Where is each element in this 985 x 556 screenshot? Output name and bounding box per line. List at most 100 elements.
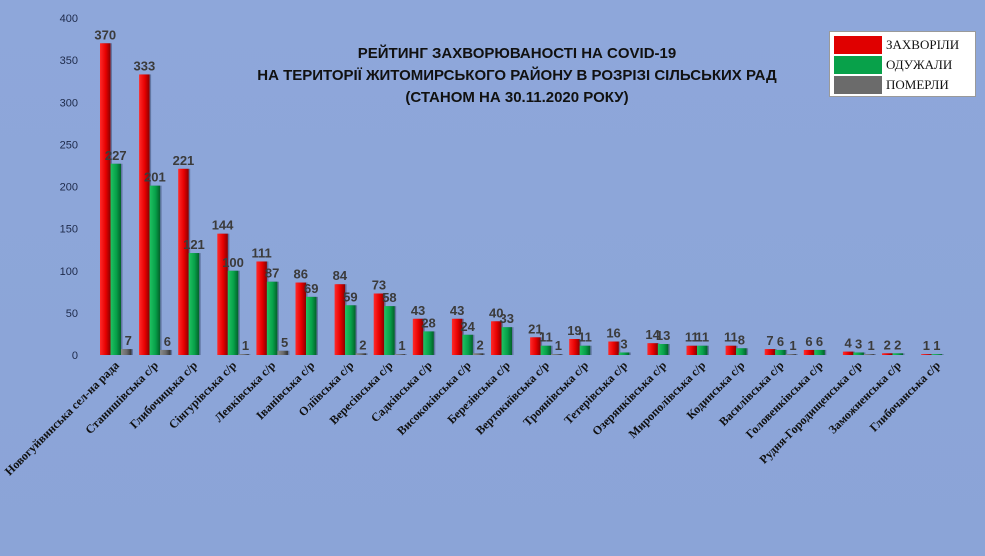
y-tick-label-250: 250: [60, 139, 78, 151]
bar-recovered-13: [618, 352, 630, 355]
value-label-recovered-5: 69: [304, 281, 318, 296]
bar-infected-7: [373, 293, 385, 355]
value-label-died-7: 1: [398, 338, 405, 353]
value-label-died-1: 6: [164, 334, 171, 349]
y-tick-label-150: 150: [60, 224, 78, 236]
value-label-recovered-13: 3: [620, 336, 627, 351]
bar-infected-21: [921, 354, 932, 355]
bar-infected-0: [100, 43, 111, 356]
x-tick-label-2: Глибочицька с/р: [127, 358, 200, 431]
bar-recovered-18: [814, 349, 825, 355]
value-label-recovered-10: 33: [500, 311, 514, 326]
value-label-infected-10: 40: [489, 305, 503, 320]
bar-died-17: [785, 354, 797, 355]
title-line-3: (СТАНОМ НА 30.11.2020 РОКУ): [405, 89, 628, 106]
value-label-recovered-4: 87: [265, 266, 279, 281]
value-label-infected-4: 111: [252, 245, 272, 260]
value-label-died-17: 1: [789, 338, 796, 353]
chart-title: РЕЙТИНГ ЗАХВОРЮВАНОСТІ НА COVID-19 НА ТЕ…: [257, 44, 777, 106]
bar-recovered-0: [110, 163, 121, 355]
y-axis: 0 50 100 150 200 250 300 350 400: [60, 13, 78, 362]
value-label-recovered-11: 11: [539, 330, 553, 345]
value-label-infected-12: 19: [567, 323, 581, 338]
bar-died-0: [121, 349, 132, 355]
value-label-infected-21: 1: [923, 338, 930, 353]
y-tick-label-200: 200: [60, 182, 78, 194]
legend-item-infected: ЗАХВОРІЛИ: [834, 35, 959, 55]
bar-died-11: [551, 354, 562, 355]
bar-died-7: [394, 354, 406, 355]
value-label-infected-13: 16: [606, 326, 620, 341]
legend-label-recovered: ОДУЖАЛИ: [886, 57, 953, 72]
bar-died-9: [472, 353, 484, 355]
value-label-recovered-6: 59: [343, 289, 357, 304]
title-line-1: РЕЙТИНГ ЗАХВОРЮВАНОСТІ НА COVID-19: [358, 44, 676, 62]
bar-recovered-16: [736, 348, 747, 355]
bar-infected-5: [295, 282, 306, 355]
value-label-died-6: 2: [359, 337, 366, 352]
value-label-infected-18: 6: [805, 334, 812, 349]
y-tick-label-350: 350: [60, 55, 78, 67]
value-label-infected-6: 84: [333, 268, 348, 283]
value-label-died-19: 1: [868, 338, 875, 353]
value-label-died-3: 1: [242, 338, 249, 353]
value-label-infected-15: 11: [685, 330, 699, 345]
bar-recovered-15: [697, 345, 708, 355]
x-tick-label-3: Сінгурівська с/р: [166, 358, 240, 432]
bar-recovered-11: [540, 345, 552, 355]
value-label-infected-1: 333: [133, 58, 155, 73]
legend-swatch-recovered: [834, 56, 882, 74]
value-label-infected-7: 73: [372, 277, 386, 292]
bar-infected-13: [608, 341, 619, 355]
value-label-infected-3: 144: [212, 218, 234, 233]
bar-recovered-10: [501, 327, 512, 355]
bar-recovered-12: [579, 345, 591, 355]
bar-infected-6: [334, 284, 346, 355]
bar-infected-12: [569, 338, 580, 355]
value-label-recovered-9: 24: [460, 319, 475, 334]
value-label-recovered-15: 11: [695, 330, 709, 345]
bar-recovered-5: [306, 296, 317, 355]
value-label-infected-17: 7: [766, 333, 773, 348]
value-label-recovered-3: 100: [222, 255, 244, 270]
value-label-recovered-14: 13: [656, 328, 670, 343]
value-label-died-4: 5: [281, 335, 288, 350]
bar-infected-3: [217, 233, 228, 355]
value-label-infected-16: 11: [724, 330, 738, 345]
y-tick-label-0: 0: [72, 350, 78, 362]
value-label-died-11: 1: [555, 338, 562, 353]
value-label-infected-0: 370: [94, 27, 116, 42]
value-label-infected-20: 2: [884, 337, 891, 352]
bar-infected-4: [256, 261, 267, 355]
y-tick-label-100: 100: [60, 266, 78, 278]
title-line-2: НА ТЕРИТОРІЇ ЖИТОМИРСЬКОГО РАЙОНУ В РОЗР…: [257, 66, 777, 84]
bar-recovered-4: [266, 281, 278, 355]
x-tick-label-1: Станишівська с/р: [82, 358, 161, 437]
legend: ЗАХВОРІЛИ ОДУЖАЛИ ПОМЕРЛИ: [829, 31, 976, 97]
value-label-recovered-19: 3: [855, 336, 862, 351]
legend-item-recovered: ОДУЖАЛИ: [834, 55, 952, 75]
y-tick-label-400: 400: [60, 13, 78, 25]
legend-swatch-died: [834, 76, 882, 94]
value-label-recovered-7: 58: [382, 290, 396, 305]
bar-died-3: [238, 354, 249, 355]
value-label-recovered-2: 121: [183, 237, 205, 252]
value-label-infected-2: 221: [173, 153, 195, 168]
value-label-infected-9: 43: [450, 303, 464, 318]
bar-recovered-7: [384, 306, 395, 355]
bar-infected-8: [412, 318, 424, 355]
value-labels: 3702277333201622112114410011118758669845…: [94, 27, 940, 353]
value-label-recovered-16: 8: [738, 332, 745, 347]
y-tick-label-50: 50: [66, 308, 78, 320]
bar-infected-2: [178, 168, 189, 355]
bar-recovered-6: [345, 305, 356, 355]
value-label-infected-14: 14: [645, 327, 660, 342]
x-tick-label-21: Глибочанська с/р: [867, 358, 944, 435]
bar-infected-15: [686, 345, 697, 355]
value-label-recovered-1: 201: [144, 170, 166, 185]
bar-recovered-21: [931, 354, 943, 355]
value-label-recovered-0: 227: [105, 148, 127, 163]
